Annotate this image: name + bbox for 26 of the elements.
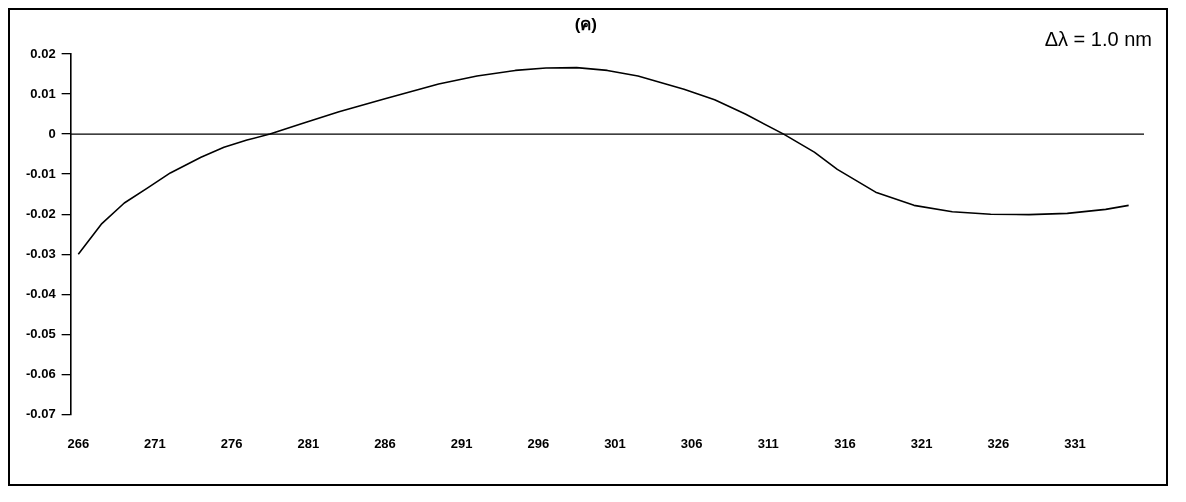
x-tick-label: 266 [67, 435, 90, 451]
x-tick-label: 301 [604, 435, 626, 451]
x-tick-label: 296 [527, 435, 550, 451]
x-tick-label: 281 [297, 435, 320, 451]
x-tick-label: 311 [757, 435, 779, 451]
y-tick-label: 0.02 [30, 45, 56, 61]
y-tick-label: -0.05 [25, 325, 56, 341]
y-tick-label: 0.01 [30, 85, 56, 101]
x-tick-label: 271 [144, 435, 166, 451]
y-tick-label: -0.03 [25, 245, 56, 261]
x-tick-label: 286 [374, 435, 396, 451]
x-tick-label: 326 [987, 435, 1010, 451]
y-tick-label: -0.01 [25, 165, 56, 181]
text: Δλ = 1.0 nm [1044, 28, 1152, 50]
y-tick-label: -0.02 [25, 205, 56, 221]
x-tick-label: 306 [680, 435, 703, 451]
y-tick-label: -0.07 [25, 405, 56, 421]
y-tick-label: -0.04 [25, 285, 57, 301]
x-tick-label: 291 [450, 435, 473, 451]
x-tick-label: 321 [910, 435, 933, 451]
x-tick-label: 316 [834, 435, 856, 451]
y-tick-label: -0.06 [25, 365, 56, 381]
y-tick-label: 0 [48, 125, 56, 141]
x-tick-label: 331 [1064, 435, 1086, 451]
chart-title: (ค) [574, 15, 598, 34]
x-tick-label: 276 [220, 435, 243, 451]
